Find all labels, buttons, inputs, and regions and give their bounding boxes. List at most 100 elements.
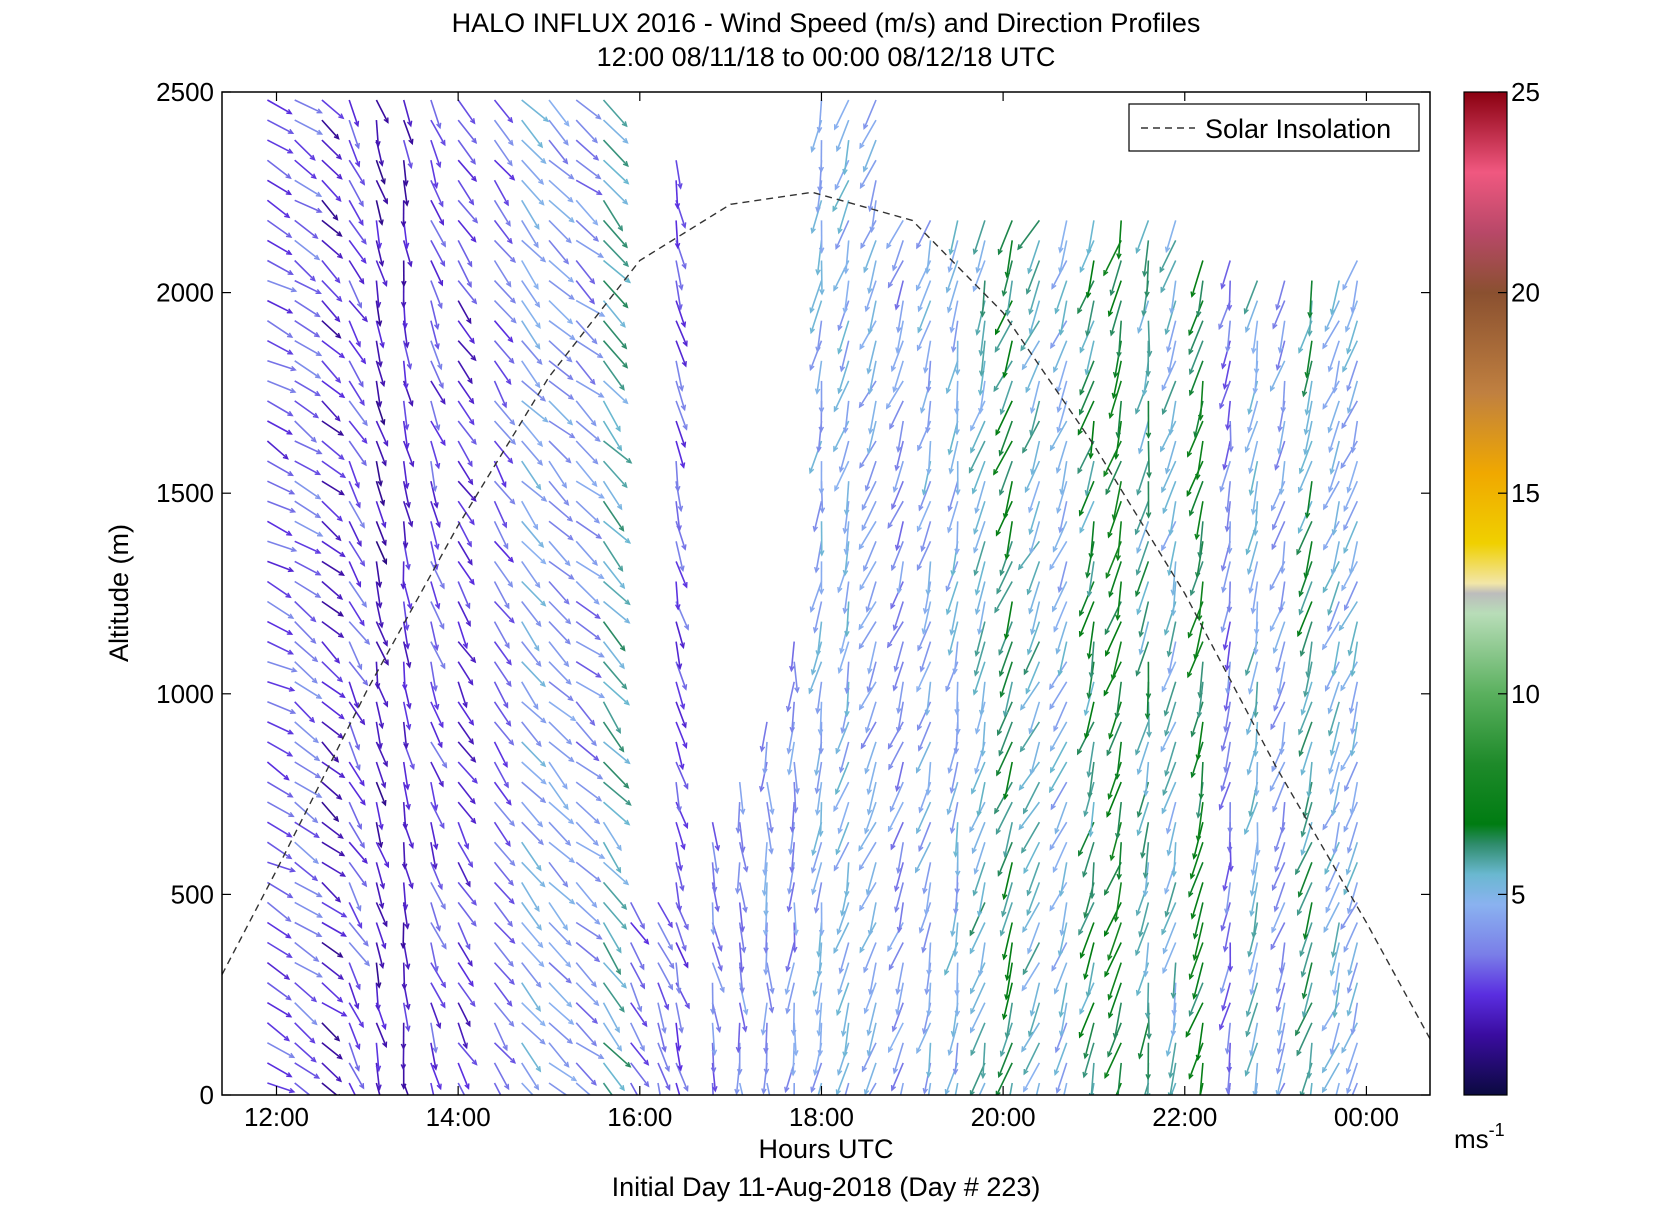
wind-arrow-1292 xyxy=(1115,1062,1122,1095)
wind-arrow-334 xyxy=(430,400,441,431)
wind-arrow-1039 xyxy=(954,842,961,878)
wind-arrow-71 xyxy=(294,661,318,684)
wind-arrow-1464 xyxy=(1190,260,1204,298)
wind-arrow-363 xyxy=(457,821,470,850)
wind-arrow-938 xyxy=(863,99,877,130)
wind-arrow-134 xyxy=(321,400,341,422)
wind-arrow-232 xyxy=(375,440,387,467)
wind-arrow-1288 xyxy=(1085,260,1095,299)
wind-arrow-959 xyxy=(896,681,904,715)
wind-arrow-1387 xyxy=(1162,922,1177,955)
wind-arrow-1259 xyxy=(1082,841,1095,878)
wind-arrow-873 xyxy=(842,400,850,434)
wind-arrow-1686 xyxy=(1349,781,1359,816)
wind-arrow-933 xyxy=(869,200,877,234)
wind-arrow-1092 xyxy=(972,661,986,696)
wind-arrow-988 xyxy=(926,982,932,1017)
wind-arrow-1693 xyxy=(1350,641,1359,678)
wind-arrow-1056 xyxy=(947,500,959,534)
wind-arrow-393 xyxy=(457,219,477,243)
wind-arrow-850 xyxy=(843,862,850,898)
wind-arrow-695 xyxy=(674,581,681,611)
wind-arrow-804 xyxy=(814,781,823,816)
wind-arrow-934 xyxy=(867,180,877,213)
wind-arrow-647 xyxy=(602,139,629,168)
wind-arrow-425 xyxy=(493,581,510,610)
wind-arrow-1508 xyxy=(1252,1062,1259,1095)
wind-arrow-350 xyxy=(457,1082,466,1095)
wind-arrow-157 xyxy=(348,941,371,967)
wind-arrow-668 xyxy=(657,922,673,951)
wind-arrow-629 xyxy=(602,500,625,532)
wind-arrow-420 xyxy=(493,681,509,709)
wind-arrow-109 xyxy=(321,901,348,918)
wind-arrow-1446 xyxy=(1193,621,1204,661)
wind-arrow-597 xyxy=(575,139,600,161)
wind-arrow-8 xyxy=(266,921,292,939)
wind-arrow-1591 xyxy=(1306,1042,1313,1080)
wind-arrow-913 xyxy=(858,601,877,631)
wind-arrow-175 xyxy=(348,581,367,608)
wind-arrow-870 xyxy=(834,460,850,492)
wind-arrow-1203 xyxy=(1063,1082,1068,1095)
wind-arrow-318 xyxy=(430,721,443,749)
wind-arrow-649 xyxy=(602,99,628,128)
wind-arrow-1094 xyxy=(974,621,986,658)
wind-arrow-406 xyxy=(493,962,515,986)
wind-arrow-567 xyxy=(575,741,600,762)
wind-arrow-442 xyxy=(493,239,517,264)
wind-arrow-1059 xyxy=(948,440,959,475)
wind-arrow-1114 xyxy=(972,220,986,256)
wind-arrow-1296 xyxy=(1107,982,1122,1019)
wind-arrow-1414 xyxy=(1161,380,1177,416)
wind-arrow-517 xyxy=(548,741,575,763)
wind-arrow-541 xyxy=(548,259,575,283)
wind-arrow-303 xyxy=(430,1022,438,1054)
wind-arrow-396 xyxy=(457,159,478,183)
wind-arrow-1229 xyxy=(1057,561,1068,594)
wind-arrow-380 xyxy=(457,480,477,502)
wind-arrow-1383 xyxy=(1170,1002,1177,1037)
wind-arrow-1087 xyxy=(970,761,986,795)
wind-arrow-37 xyxy=(267,339,294,355)
wind-arrow-460 xyxy=(521,881,540,913)
wind-arrow-1444 xyxy=(1197,661,1204,699)
wind-arrow-67 xyxy=(294,741,321,762)
wind-arrow-1599 xyxy=(1296,882,1313,916)
wind-arrow-669 xyxy=(657,902,673,929)
wind-arrow-518 xyxy=(548,721,573,745)
x-tick-label-0: 12:00 xyxy=(244,1102,309,1132)
wind-arrow-1127 xyxy=(997,841,1013,877)
wind-arrow-1484 xyxy=(1223,701,1231,733)
wind-arrow-950 xyxy=(894,862,904,893)
wind-arrow-326 xyxy=(430,561,445,590)
wind-arrow-1491 xyxy=(1221,561,1231,594)
wind-arrow-1368 xyxy=(1137,420,1150,455)
wind-arrow-1019 xyxy=(925,360,932,394)
wind-arrow-1538 xyxy=(1248,460,1259,497)
wind-arrow-161 xyxy=(348,861,368,888)
wind-arrow-1204 xyxy=(1055,1062,1068,1095)
wind-arrow-807 xyxy=(818,721,824,755)
wind-arrow-184 xyxy=(348,400,368,427)
wind-arrow-1400 xyxy=(1161,661,1177,693)
wind-arrow-269 xyxy=(402,701,412,731)
wind-arrow-1057 xyxy=(947,480,959,513)
wind-arrow-258 xyxy=(400,922,407,950)
wind-arrow-836 xyxy=(818,140,825,174)
wind-arrow-1559 xyxy=(1271,861,1286,892)
wind-arrow-663 xyxy=(657,1022,667,1053)
wind-arrow-681 xyxy=(675,862,685,892)
wind-arrow-480 xyxy=(521,480,548,502)
wind-arrow-580 xyxy=(575,480,605,499)
wind-arrow-635 xyxy=(602,380,629,405)
wind-arrow-1227 xyxy=(1053,601,1068,633)
wind-arrow-949 xyxy=(894,882,904,914)
wind-arrow-471 xyxy=(521,661,546,688)
wind-arrow-536 xyxy=(548,360,574,381)
wind-arrow-905 xyxy=(866,761,877,796)
wind-arrow-221 xyxy=(374,661,381,690)
wind-arrow-1129 xyxy=(995,801,1013,835)
wind-arrow-1193 xyxy=(1029,400,1041,437)
wind-arrow-1346 xyxy=(1142,862,1150,898)
